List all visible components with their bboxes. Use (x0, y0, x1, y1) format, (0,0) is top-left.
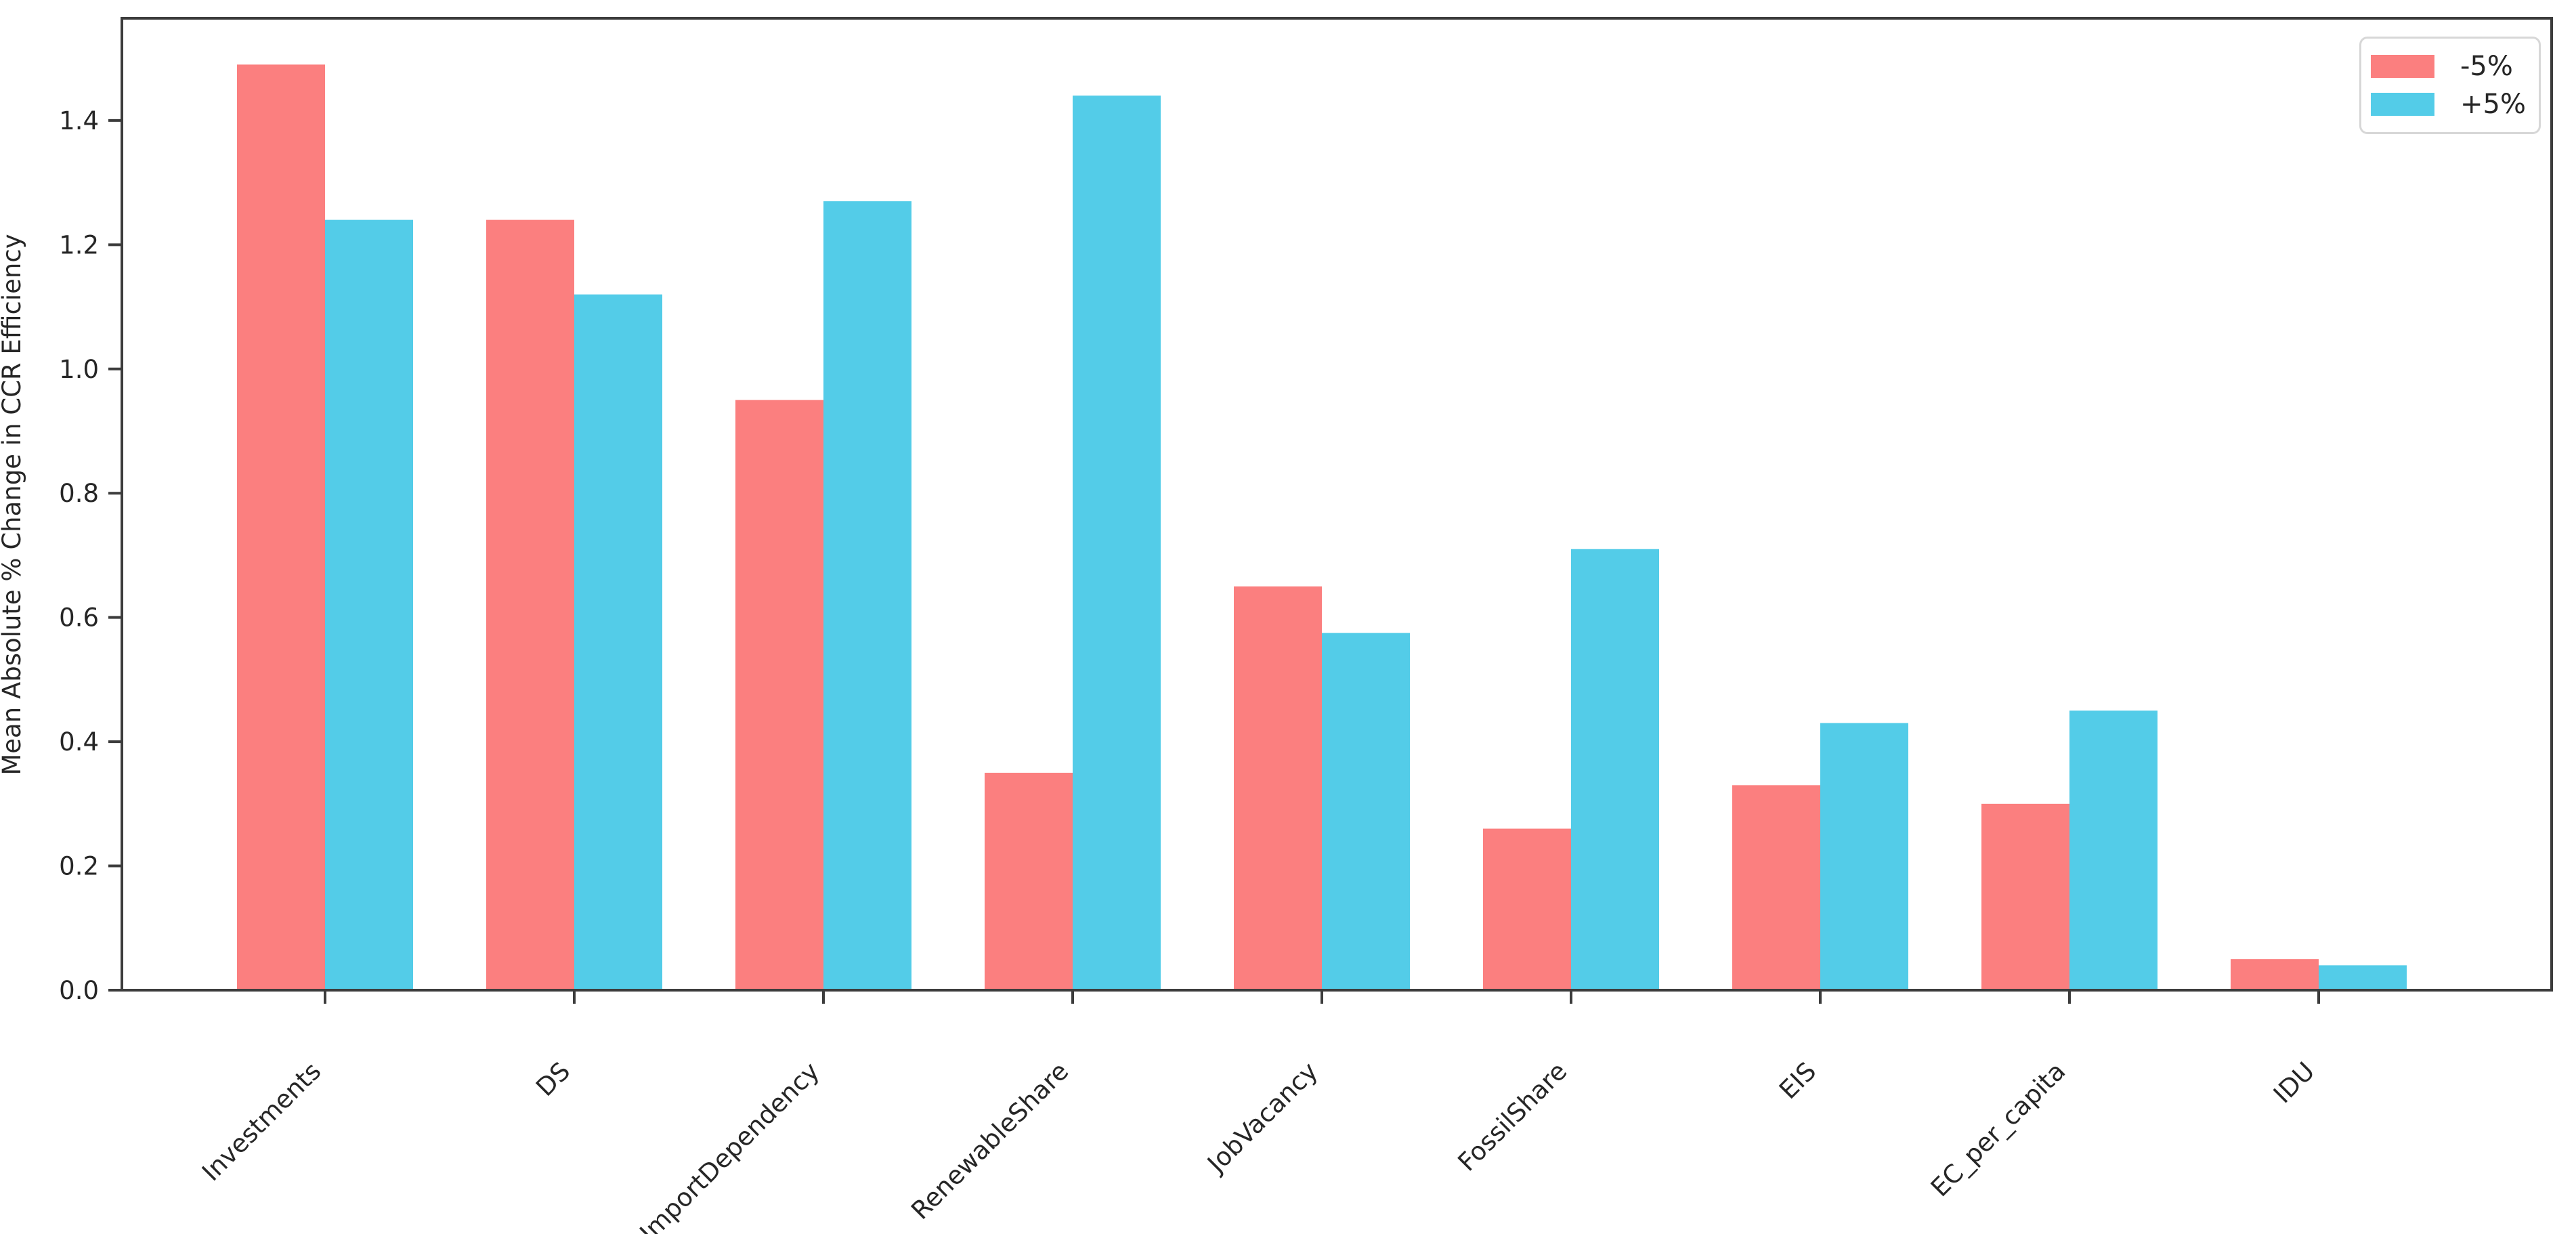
x-tick-label-FossilShare: FossilShare (1453, 1057, 1573, 1177)
legend-label-minus5: -5% (2460, 50, 2513, 82)
x-tick-label-DS: DS (530, 1057, 576, 1102)
bar--5%-EIS (1732, 785, 1820, 990)
bar--5%-RenewableShare (985, 772, 1073, 990)
x-tick-label-IDU: IDU (2268, 1057, 2320, 1109)
bar--5%-DS (486, 219, 574, 990)
x-tick-label-EC_per_capita: EC_per_capita (1925, 1057, 2071, 1202)
bar-+5%-FossilShare (1571, 549, 1659, 990)
x-tick-label-EIS: EIS (1774, 1057, 1822, 1105)
y-tick-label: 0.4 (59, 727, 99, 757)
y-tick-label: 1.2 (59, 230, 99, 259)
bar-+5%-DS (574, 294, 662, 991)
legend-swatch-plus5-icon (2371, 93, 2434, 116)
bar-+5%-EIS (1820, 723, 1908, 990)
x-tick-label-RenewableShare: RenewableShare (905, 1057, 1074, 1225)
legend: -5% +5% (2359, 37, 2541, 134)
bar--5%-Investments (237, 64, 325, 990)
y-tick-label: 1.0 (59, 355, 99, 384)
y-tick-label: 0.0 (59, 976, 99, 1005)
bar-+5%-EC_per_capita (2069, 710, 2158, 990)
y-axis-label: Mean Absolute % Change in CCR Efficiency (0, 234, 26, 775)
bar-+5%-JobVacancy (1322, 633, 1410, 990)
plot-border (121, 17, 2553, 992)
bar--5%-ImportDependency (735, 400, 823, 990)
bar--5%-IDU (2231, 959, 2319, 990)
y-tick-label: 0.8 (59, 479, 99, 508)
bar-+5%-RenewableShare (1073, 95, 1161, 991)
legend-label-plus5: +5% (2460, 89, 2526, 121)
x-tick-label-Investments: Investments (196, 1057, 326, 1187)
x-tick-label-ImportDependency: ImportDependency (634, 1057, 825, 1234)
bar-+5%-ImportDependency (823, 201, 911, 990)
bar--5%-EC_per_capita (1981, 803, 2069, 990)
y-tick-label: 1.4 (59, 106, 99, 135)
bar--5%-JobVacancy (1234, 586, 1322, 990)
legend-item-minus5: -5% (2371, 53, 2539, 80)
y-tick-label: 0.2 (59, 852, 99, 881)
bar-+5%-Investments (325, 219, 413, 990)
x-tick-label-JobVacancy: JobVacancy (1201, 1057, 1323, 1179)
legend-item-plus5: +5% (2371, 91, 2539, 118)
legend-swatch-minus5-icon (2371, 54, 2434, 78)
bar-+5%-IDU (2319, 965, 2407, 990)
bar--5%-FossilShare (1483, 828, 1571, 990)
y-tick-label: 0.6 (59, 603, 99, 633)
